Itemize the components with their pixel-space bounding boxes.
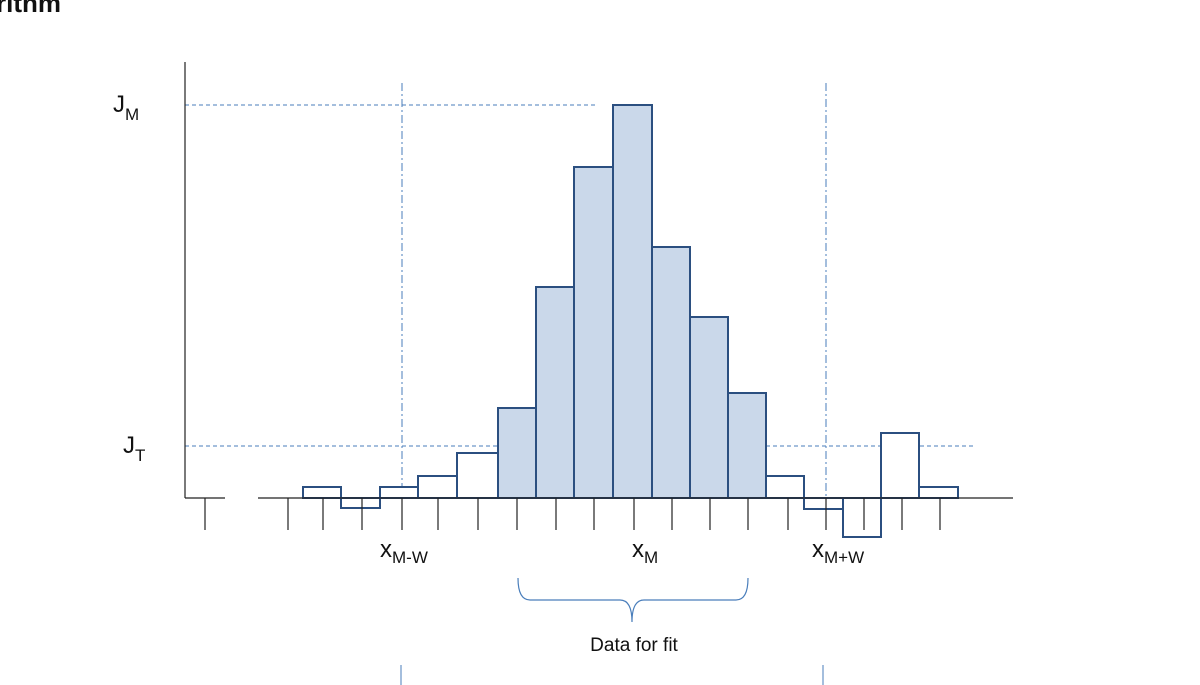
bar: [727, 392, 767, 499]
bar: [651, 246, 691, 499]
label-main: J: [123, 432, 135, 459]
label-sub: M-W: [392, 548, 428, 567]
bar: [340, 497, 381, 509]
bar: [918, 486, 959, 499]
bar: [573, 166, 614, 499]
jt-label: JT: [123, 432, 145, 465]
bar: [612, 104, 653, 499]
bar: [765, 475, 805, 499]
tick-marks: [204, 498, 941, 530]
label-sub: M+W: [824, 548, 864, 567]
x-left-label: xM-W: [380, 536, 428, 567]
label-sub: M: [125, 105, 139, 124]
jm-label: JM: [113, 91, 139, 124]
label-main: J: [113, 91, 125, 118]
fit-brace: [517, 577, 749, 623]
label-main: x: [632, 536, 644, 563]
bar: [535, 286, 575, 499]
bar: [456, 452, 499, 499]
bar: [497, 407, 537, 499]
label-main: x: [380, 536, 392, 563]
bar: [842, 497, 882, 538]
bar: [302, 486, 342, 499]
bar: [689, 316, 729, 499]
bar: [379, 486, 419, 499]
title: rithm: [0, 0, 61, 18]
bar: [417, 475, 458, 499]
brace-label: Data for fit: [590, 635, 678, 656]
label-sub: T: [135, 446, 145, 465]
x-max-label: xM: [632, 536, 658, 567]
label-main: x: [812, 536, 824, 563]
bar: [803, 497, 844, 510]
histogram: [302, 104, 959, 538]
bar: [880, 432, 920, 499]
label-sub: M: [644, 548, 658, 567]
x-right-label: xM+W: [812, 536, 864, 567]
